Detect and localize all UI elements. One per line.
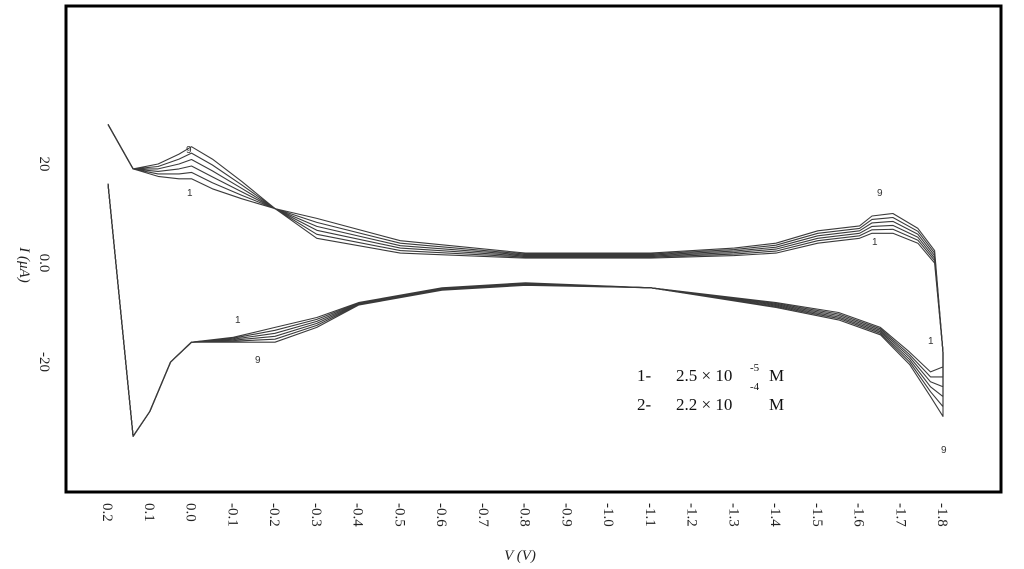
- legend-entry-2: 2- 2.2 × 10 -4 M: [637, 381, 784, 414]
- curve-label-bottom-right-9: 9: [941, 445, 947, 456]
- legend-unit-2: M: [769, 395, 784, 414]
- legend-exponent-1: -5: [750, 362, 760, 374]
- legend-entry-1: 1- 2.5 × 10 -5 M: [637, 362, 784, 385]
- legend-mantissa-2: 2.2 × 10: [676, 395, 732, 414]
- x-tick-label: -0.5: [391, 503, 407, 527]
- y-tick-label: -20: [36, 352, 52, 372]
- x-tick-label: -1.8: [934, 503, 950, 527]
- x-tick-label: -1.7: [892, 503, 908, 527]
- y-axis-label-group: I (μA): [16, 246, 32, 282]
- curve-label-top-right-1: 1: [872, 237, 878, 248]
- x-tick-label: 0.1: [141, 503, 157, 522]
- x-tick-label: -0.6: [433, 503, 449, 527]
- x-tick-group: 0.2 0.1 0.0 -0.1 -0.2 -0.3 -0.4 -0.5 -0.6 -0.7 -0.…: [99, 503, 950, 527]
- x-tick-label: -1.1: [642, 503, 658, 527]
- x-tick-label: -1.0: [600, 503, 616, 527]
- x-tick-label: -1.4: [767, 503, 783, 527]
- x-tick-label: -1.3: [725, 503, 741, 527]
- curve-number-labels: 9 1 1 9 9 1 1 9: [186, 145, 947, 456]
- curve-label-bottom-left-1: 1: [235, 315, 241, 326]
- legend: 1- 2.5 × 10 -5 M 2- 2.2 × 10 -4 M: [637, 362, 784, 414]
- curves-group: [107, 124, 944, 437]
- y-tick-group: 20 0.0 -20: [36, 157, 52, 373]
- x-tick-label: -0.8: [517, 503, 533, 527]
- x-tick-label: 0.2: [99, 503, 115, 522]
- curve-label-bottom-left-9: 9: [255, 355, 261, 366]
- y-tick-label: 0.0: [36, 254, 52, 273]
- curve-label-top-left-1: 1: [187, 188, 193, 199]
- legend-exponent-2: -4: [750, 381, 760, 393]
- x-tick-label: -0.2: [266, 503, 282, 527]
- curve-label-top-right-9: 9: [877, 188, 883, 199]
- x-tick-label: -1.6: [851, 503, 867, 527]
- x-tick-label: -0.7: [475, 503, 491, 527]
- legend-unit-1: M: [769, 366, 784, 385]
- x-tick-label: 0.0: [183, 503, 199, 522]
- x-axis-label: V (V): [504, 548, 536, 564]
- x-tick-label: -1.2: [684, 503, 700, 527]
- x-tick-label: -1.5: [809, 503, 825, 527]
- legend-mantissa-1: 2.5 × 10: [676, 366, 732, 385]
- x-tick-label: -0.4: [350, 503, 366, 527]
- x-tick-label: -0.1: [224, 503, 240, 527]
- curve-label-top-left-9: 9: [186, 145, 192, 156]
- x-tick-label: -0.9: [558, 503, 574, 527]
- legend-marker-1: 1-: [637, 366, 652, 385]
- plot-frame: [64, 4, 1003, 494]
- y-axis-label: I (μA): [16, 246, 32, 282]
- legend-marker-2: 2-: [637, 395, 652, 414]
- curve-6: [107, 124, 944, 437]
- curve-label-bottom-right-1: 1: [928, 336, 934, 347]
- x-tick-label: -0.3: [308, 503, 324, 527]
- y-tick-label: 20: [36, 157, 52, 172]
